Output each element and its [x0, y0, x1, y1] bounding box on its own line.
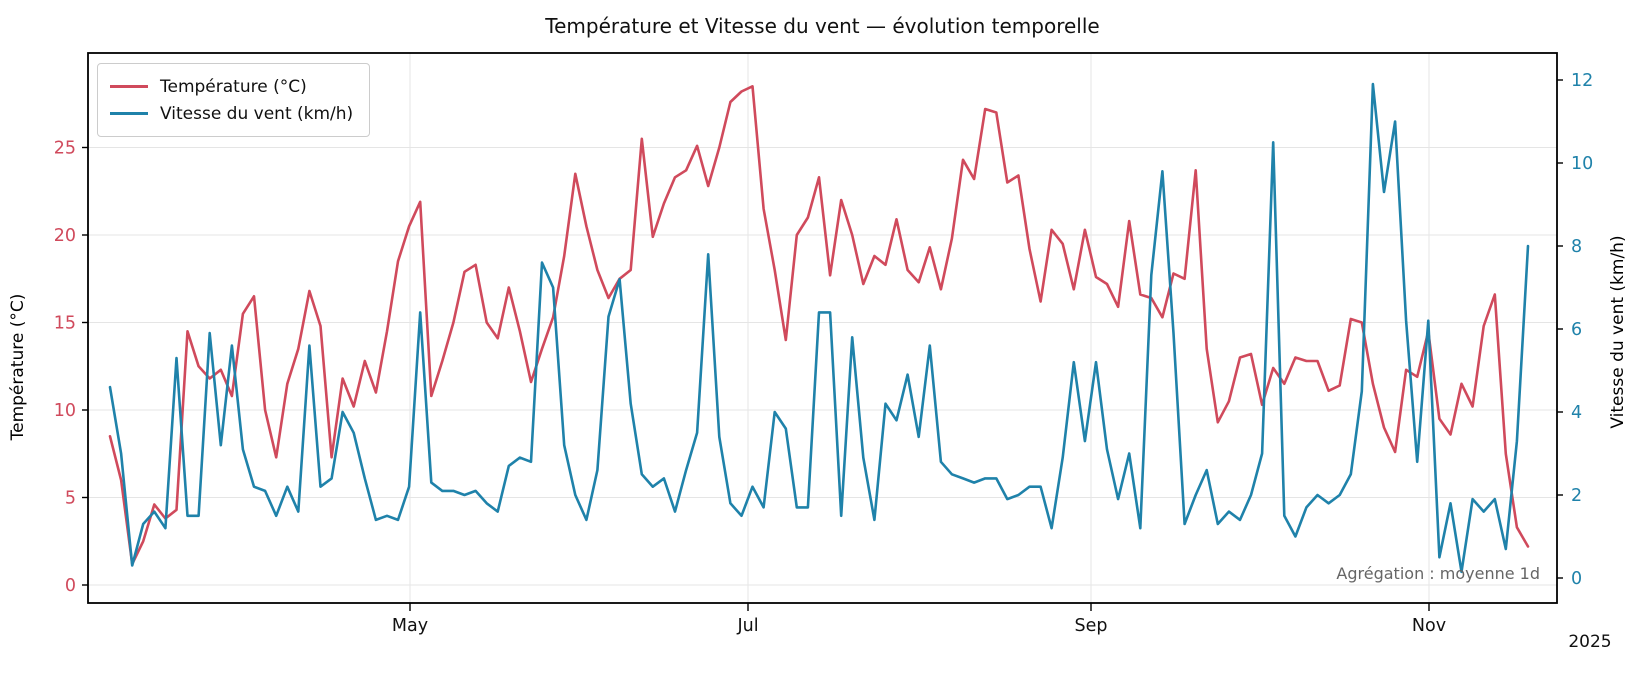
right-tick-label: 2 — [1571, 486, 1582, 506]
left-tick-label: 25 — [54, 139, 76, 159]
legend: Température (°C) Vitesse du vent (km/h) — [97, 63, 371, 137]
right-tick-label: 6 — [1571, 320, 1582, 340]
x-tick-label: May — [392, 616, 428, 636]
legend-label-temperature: Température (°C) — [160, 76, 307, 97]
right-axis-title: Vitesse du vent (km/h) — [1608, 235, 1628, 429]
legend-label-wind: Vitesse du vent (km/h) — [160, 103, 354, 124]
wind-line-swatch — [110, 112, 148, 115]
legend-item-wind: Vitesse du vent (km/h) — [110, 100, 353, 127]
left-tick-label: 0 — [65, 576, 76, 596]
aggregation-annotation: Agrégation : moyenne 1d — [1336, 564, 1540, 583]
x-tick-label: Nov — [1412, 616, 1446, 636]
x-axis-year-label: 2025 — [1568, 632, 1612, 652]
left-tick-label: 10 — [54, 401, 76, 421]
plot-area — [88, 53, 1557, 603]
chart-title: Température et Vitesse du vent — évoluti… — [545, 14, 1100, 38]
temperature-line — [108, 85, 1530, 566]
x-tick-label: Jul — [736, 616, 758, 636]
plot-frame — [87, 52, 1558, 604]
right-tick-label: 12 — [1571, 71, 1593, 91]
right-tick-label: 10 — [1571, 154, 1593, 174]
left-tick-label: 5 — [65, 489, 76, 509]
right-tick-label: 8 — [1571, 237, 1582, 257]
right-tick-label: 4 — [1571, 403, 1582, 423]
left-tick-label: 15 — [54, 314, 76, 334]
wind-line — [108, 82, 1530, 574]
temperature-line-swatch — [110, 85, 148, 88]
left-tick-label: 20 — [54, 226, 76, 246]
x-tick-label: Sep — [1075, 616, 1108, 636]
right-tick-label: 0 — [1571, 569, 1582, 589]
legend-item-temperature: Température (°C) — [110, 73, 353, 100]
left-axis-title: Température (°C) — [8, 293, 28, 441]
